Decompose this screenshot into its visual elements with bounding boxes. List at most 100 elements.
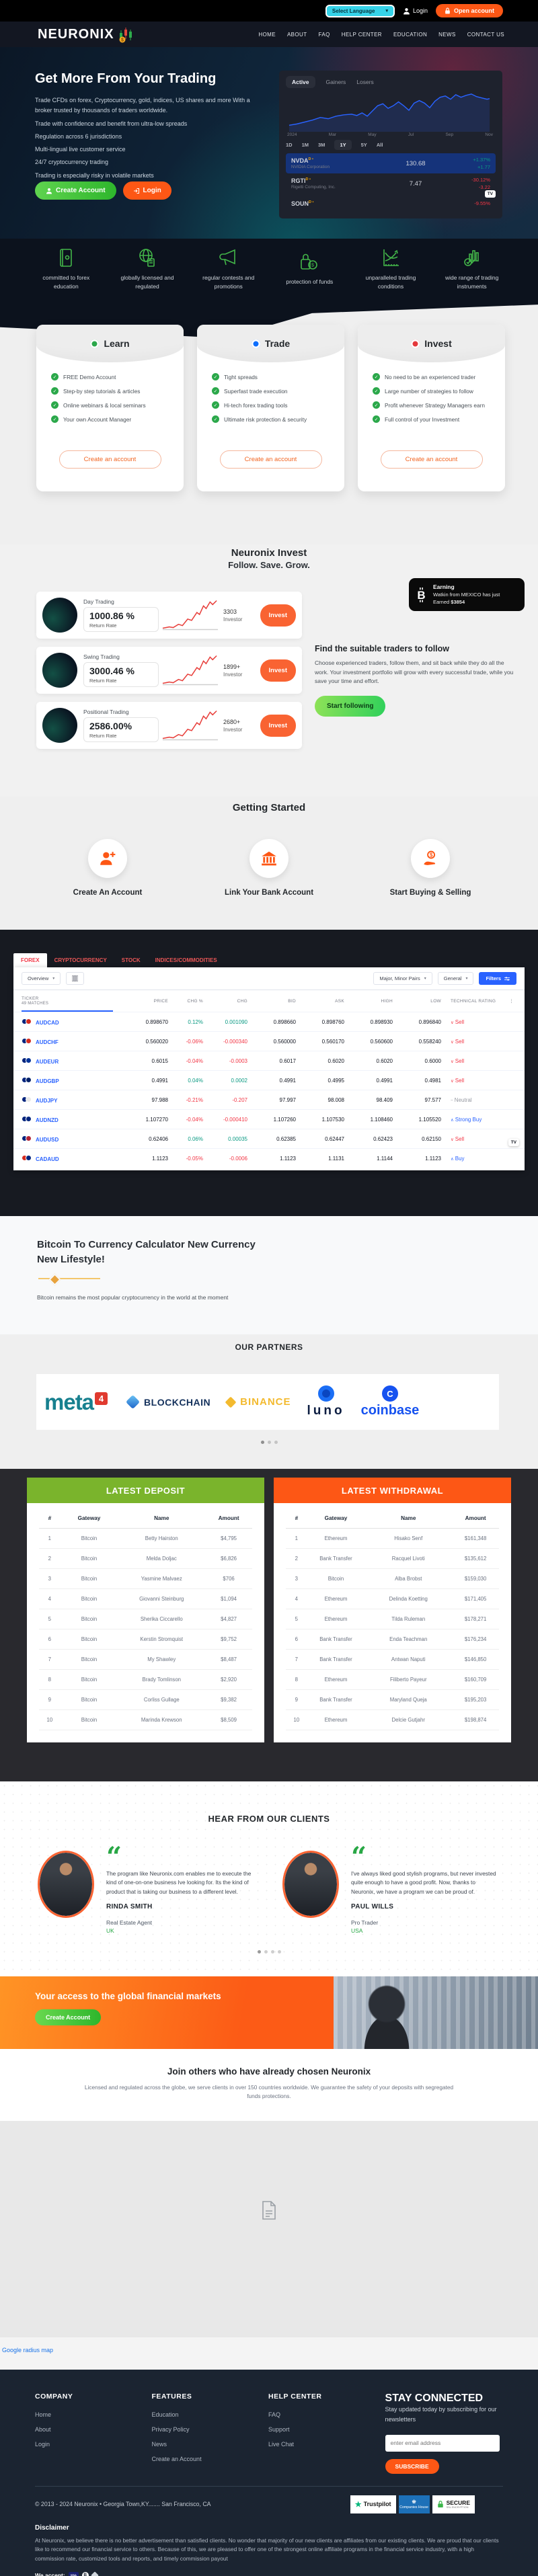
table-menu-icon[interactable]: ⋮ — [509, 999, 514, 1004]
step-create-account: Create An Account — [40, 839, 175, 897]
nav-news[interactable]: NEWS — [438, 31, 456, 38]
create-account-button[interactable]: Create Account — [35, 182, 116, 200]
check-icon: ✓ — [373, 415, 380, 423]
market-overview-widget: Active Gainers Losers 2024 Mar May Jul Sep No… — [279, 71, 502, 218]
create-account-button[interactable]: Create Account — [35, 2009, 102, 2025]
create-account-link[interactable]: Create an account — [59, 450, 161, 469]
start-following-button[interactable]: Start following — [315, 695, 386, 717]
range-5y[interactable]: 5Y — [360, 142, 367, 148]
filters-button[interactable]: Filters — [479, 972, 516, 985]
widget-tab-active[interactable]: Active — [286, 76, 315, 88]
tab-forex[interactable]: FOREX — [13, 953, 47, 967]
carousel-dots[interactable] — [0, 1949, 538, 1954]
check-icon: ✓ — [51, 387, 59, 395]
deposit-header: LATEST DEPOSIT — [27, 1478, 264, 1503]
quote-row[interactable]: AUDCAD 0.898670 0.12% 0.001090 0.898660 … — [13, 1012, 525, 1031]
carousel-dots[interactable] — [0, 1441, 538, 1444]
footer-link[interactable]: Education — [151, 2411, 179, 2418]
create-account-link[interactable]: Create an account — [380, 450, 483, 469]
copyright-text: © 2013 - 2024 Neuronix • Georgia Town,KY… — [35, 2501, 211, 2508]
feature-conditions: unparalleled trading conditions — [350, 247, 432, 291]
range-3m[interactable]: 3M — [318, 142, 325, 148]
nav-contact-us[interactable]: CONTACT US — [467, 31, 504, 38]
subscribe-button[interactable]: SUBSCRIBE — [385, 2458, 439, 2474]
create-account-link[interactable]: Create an account — [219, 450, 322, 469]
companies-house-badge[interactable]: ♚ Companies House — [398, 2495, 430, 2513]
range-1d[interactable]: 1D — [286, 142, 293, 148]
footer-link[interactable]: Login — [35, 2441, 50, 2448]
footer-link[interactable]: About — [35, 2426, 51, 2433]
lock-icon — [437, 2501, 443, 2508]
footer-link[interactable]: Support — [268, 2426, 290, 2433]
sparkline-chart — [162, 655, 219, 686]
tradingview-logo[interactable]: TV — [508, 1139, 519, 1146]
quote-row[interactable]: AUDUSD 0.62406 0.06% 0.00035 0.62385 0.6… — [13, 1129, 525, 1148]
footer-link[interactable]: Home — [35, 2411, 52, 2418]
tab-stock[interactable]: STOCK — [121, 957, 141, 963]
range-all[interactable]: All — [376, 142, 383, 148]
currency-flags-icon — [22, 1135, 32, 1141]
bank-icon — [262, 851, 276, 866]
invest-button[interactable]: Invest — [260, 659, 296, 682]
symbol-row[interactable]: SOUND • -9.55% — [291, 200, 490, 207]
ssl-secure-badge[interactable]: SECURE SSL ENCRYPTION — [432, 2495, 475, 2513]
transactions-section: LATEST DEPOSIT # Gateway Name Amount 1 Bi… — [0, 1469, 538, 1781]
benefit-item: ✓ Step-by step tutorials & articles — [51, 387, 184, 395]
pairs-select[interactable]: Major, Minor Pairs ▾ — [373, 972, 432, 985]
client-country: USA — [351, 1927, 363, 1934]
panel-heading: Find the suitable traders to follow — [315, 644, 450, 653]
login-link[interactable]: Login — [403, 7, 428, 15]
price-chart[interactable] — [286, 91, 493, 132]
footer-link[interactable]: Create an Account — [151, 2456, 202, 2462]
quote-row[interactable]: AUDNZD 1.107270 -0.04% -0.000410 1.10726… — [13, 1109, 525, 1129]
nav-home[interactable]: HOME — [258, 31, 276, 38]
symbol-row[interactable]: NVDAD • NVIDIA Corporation 130.68 +1.37% +… — [286, 153, 496, 173]
quote-row[interactable]: AUDJPY 97.988 -0.21% -0.207 97.997 98.00… — [13, 1090, 525, 1109]
range-1y[interactable]: 1Y — [334, 140, 352, 150]
invest-button[interactable]: Invest — [260, 714, 296, 737]
footer-link[interactable]: Live Chat — [268, 2441, 295, 2448]
widget-tab-gainers[interactable]: Gainers — [325, 79, 346, 85]
quote-row[interactable]: AUDGBP 0.4991 0.04% 0.0002 0.4991 0.4995… — [13, 1070, 525, 1090]
brand-logo[interactable]: NEURONIX $ — [38, 26, 135, 43]
widget-tab-losers[interactable]: Losers — [356, 79, 374, 85]
login-button[interactable]: Login — [122, 182, 171, 200]
nav-about[interactable]: ABOUT — [286, 31, 307, 38]
nav-faq[interactable]: FAQ — [318, 31, 330, 38]
quote-row[interactable]: AUDCHF 0.560020 -0.06% -0.000340 0.56000… — [13, 1031, 525, 1051]
table-row: 8 Bitcoin Brady Tomlinson $2,920 — [39, 1670, 252, 1690]
open-account-button[interactable]: Open account — [435, 4, 503, 17]
quote-row[interactable]: AUDEUR 0.6015 -0.04% -0.0003 0.6017 0.60… — [13, 1051, 525, 1070]
check-icon: ✓ — [51, 373, 59, 380]
footer-link[interactable]: Privacy Policy — [151, 2426, 190, 2433]
invest-button[interactable]: Invest — [260, 604, 296, 627]
tab-indices-commodities[interactable]: INDICES/COMMODITIES — [155, 957, 217, 963]
step-start-trading: $ Start Buying & Selling — [363, 839, 498, 897]
range-1m[interactable]: 1M — [301, 142, 309, 148]
earning-toast[interactable]: B Earning Watkin from MEXICO has just Ear… — [409, 578, 525, 611]
nav-help-center[interactable]: HELP CENTER — [341, 31, 382, 38]
quote-row[interactable]: CADAUD 1.1123 -0.05% -0.0006 1.1123 1.11… — [13, 1148, 525, 1168]
columns-toggle[interactable] — [66, 972, 85, 985]
footer-link[interactable]: News — [151, 2441, 167, 2448]
language-select[interactable]: Select Language ▾ — [325, 4, 395, 17]
nav-education[interactable]: EDUCATION — [393, 31, 428, 38]
binance-diamond-icon — [225, 1396, 237, 1408]
return-rate-box: 2586.00% Return Rate — [83, 717, 159, 742]
footer-link[interactable]: FAQ — [268, 2411, 281, 2418]
return-rate-box: 1000.86 % Return Rate — [83, 607, 159, 632]
tab-cryptocurrency[interactable]: CRYPTOCURRENCY — [54, 957, 107, 963]
tradingview-logo[interactable]: TV — [484, 190, 496, 198]
general-select[interactable]: General ▾ — [437, 972, 474, 985]
email-input[interactable] — [385, 2434, 500, 2452]
cta-photo — [334, 1976, 538, 2049]
symbol-row[interactable]: RGTID • Rigetti Computing, Inc. 7.47 -30.… — [291, 176, 490, 190]
partners-section: OUR PARTNERS meta 4 BLOCKCHAIN BINANCE lu… — [0, 1334, 538, 1469]
follow-traders-panel: Find the suitable traders to follow Choo… — [315, 644, 518, 717]
google-map-link[interactable]: Google radius map — [2, 2347, 54, 2353]
table-row: 5 Bitcoin Sherika Ciccarello $4,827 — [39, 1609, 252, 1629]
overview-select[interactable]: Overview ▾ — [22, 972, 61, 985]
trustpilot-badge[interactable]: ★ Trustpilot — [350, 2495, 396, 2513]
